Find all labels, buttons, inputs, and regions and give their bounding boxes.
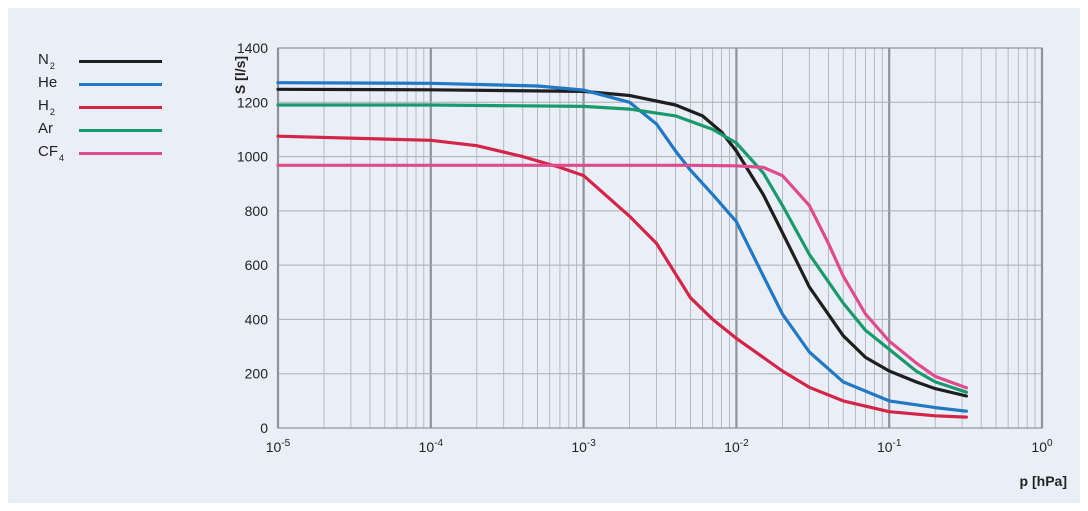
legend-item-cf4: CF4	[38, 142, 168, 165]
y-tick-label: 1200	[237, 94, 268, 110]
x-axis-title: p [hPa]	[1020, 473, 1067, 489]
y-tick-label: 1400	[237, 40, 268, 56]
series-line-cf4	[276, 163, 969, 390]
legend-label: CF4	[38, 143, 65, 164]
legend-label: He	[38, 74, 58, 91]
series-line-ar	[276, 103, 969, 394]
plot-frame	[277, 47, 1043, 429]
x-tick-label: 10-1	[877, 438, 902, 455]
y-tick-label: 800	[245, 203, 269, 219]
x-tick-label: 100	[1031, 438, 1053, 455]
y-tick-label: 1000	[237, 149, 268, 165]
legend-label: N2	[38, 51, 55, 72]
legend-item-ar: Ar	[38, 119, 168, 142]
y-tick-label: 400	[245, 311, 269, 327]
x-tick-label: 10-2	[724, 438, 749, 455]
series-line-n2	[276, 87, 969, 398]
x-tick-label: 10-3	[571, 438, 596, 455]
legend-swatch	[79, 152, 162, 155]
legend-swatch	[79, 60, 162, 63]
legend-item-he: He	[38, 73, 168, 96]
legend-swatch	[79, 83, 162, 86]
x-tick-label: 10-5	[266, 438, 291, 455]
chart-legend: N2 He H2 Ar CF4	[38, 50, 168, 165]
y-tick-label: 600	[245, 257, 269, 273]
y-tick-label: 0	[260, 420, 268, 436]
grid	[276, 47, 1044, 429]
series-line-he	[276, 81, 969, 413]
series-lines	[276, 81, 969, 419]
y-tick-label: 200	[245, 366, 269, 382]
legend-item-n2: N2	[38, 50, 168, 73]
axes: 0 200 400 600 800 1000 1200 1400 10-5 10-4 10-3 10-…	[232, 40, 1067, 489]
legend-swatch	[79, 129, 162, 132]
legend-swatch	[79, 106, 162, 109]
x-tick-label: 10-4	[419, 438, 444, 455]
legend-label: H2	[38, 97, 55, 118]
y-axis-title: S [l/s]	[232, 56, 248, 94]
series-line-h2	[276, 134, 969, 419]
legend-item-h2: H2	[38, 96, 168, 119]
legend-label: Ar	[38, 120, 53, 137]
